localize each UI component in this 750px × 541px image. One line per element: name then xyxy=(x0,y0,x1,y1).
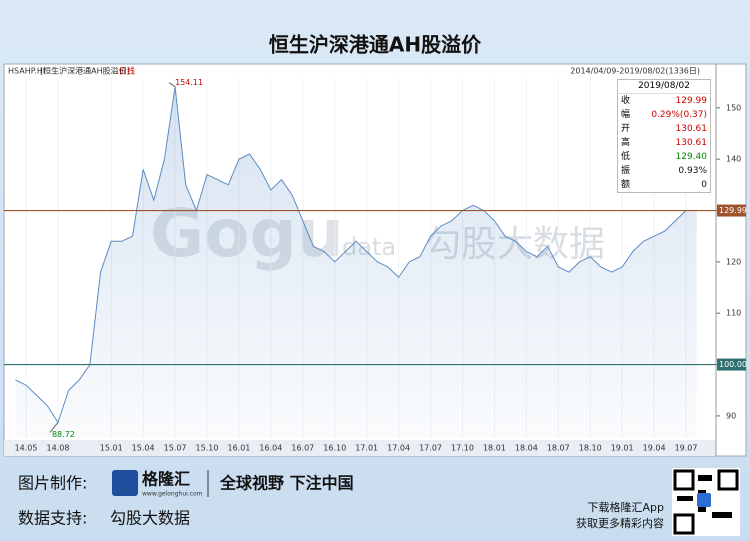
info-value: 0.93% xyxy=(678,166,707,176)
y-tick-label: 140 xyxy=(726,155,741,164)
x-tick-label: 15.10 xyxy=(196,444,219,453)
info-key: 收 xyxy=(621,96,631,106)
reference-label: 100.00 xyxy=(719,360,747,369)
line xyxy=(15,86,697,424)
x-axis-strip xyxy=(4,440,716,456)
symbol: HSAHP.HI xyxy=(8,67,45,76)
min-pointer xyxy=(49,422,59,433)
last-price-label: 129.99 xyxy=(719,206,747,215)
max-label: 154.11 xyxy=(175,78,203,87)
info-value: 0 xyxy=(701,180,707,190)
x-tick-label: 17.04 xyxy=(387,444,410,453)
logo-icon xyxy=(112,470,138,496)
qr-code xyxy=(672,468,740,536)
y-tick-label: 110 xyxy=(726,309,741,318)
info-value: 130.61 xyxy=(675,138,708,148)
x-tick-label: 16.10 xyxy=(323,444,346,453)
x-tick-label: 15.04 xyxy=(132,444,155,453)
footer-label: 数据支持: xyxy=(18,509,87,528)
info-row: 幅 0.29%(0.37) xyxy=(618,108,710,122)
x-tick-label: 15.07 xyxy=(164,444,187,453)
x-tick-label: 18.10 xyxy=(579,444,602,453)
info-value: 129.99 xyxy=(675,96,708,106)
x-tick-label: 17.07 xyxy=(419,444,442,453)
x-tick-label: 16.04 xyxy=(259,444,282,453)
info-row: 收 129.99 xyxy=(618,94,710,108)
info-date: 2019/08/02 xyxy=(618,80,710,94)
app-line: 获取更多精彩内容 xyxy=(576,516,664,530)
x-tick-label: 16.07 xyxy=(291,444,314,453)
info-value: 129.40 xyxy=(675,152,708,162)
x-tick-label: 17.01 xyxy=(355,444,378,453)
min-label: 88.72 xyxy=(52,430,75,439)
symbol-name: [恒生沪深港通AH股溢价] xyxy=(40,66,130,76)
x-tick-label: 17.10 xyxy=(451,444,474,453)
x-tick-label: 14.05 xyxy=(15,444,38,453)
x-tick-label: 15.01 xyxy=(100,444,123,453)
x-tick-label: 14.08 xyxy=(47,444,70,453)
title: 恒生沪深港通AH股溢价 xyxy=(269,33,482,57)
x-tick-label: 19.04 xyxy=(643,444,666,453)
x-tick-label: 19.01 xyxy=(611,444,634,453)
info-key: 幅 xyxy=(621,110,631,120)
info-row: 振 0.93% xyxy=(618,164,710,178)
data-source: 勾股大数据 xyxy=(110,509,190,528)
y-tick-label: 150 xyxy=(726,103,741,112)
info-key: 振 xyxy=(621,166,631,176)
app-line: 下载格隆汇App xyxy=(588,500,665,514)
area xyxy=(15,86,697,439)
footer-label: 图片制作: xyxy=(18,474,87,493)
info-row: 高 130.61 xyxy=(618,136,710,150)
info-key: 额 xyxy=(621,180,631,190)
y-tick-label: 90 xyxy=(726,411,736,420)
info-panel: 2019/08/02 收 129.99 幅 0.29%(0.37) 开 130.61 高 13… xyxy=(617,79,711,193)
info-key: 开 xyxy=(621,124,631,134)
x-tick-label: 19.07 xyxy=(675,444,698,453)
x-tick-label: 18.07 xyxy=(547,444,570,453)
brand: 格隆汇 xyxy=(142,470,190,489)
info-row: 开 130.61 xyxy=(618,122,710,136)
info-key: 高 xyxy=(621,138,631,148)
info-value: 130.61 xyxy=(675,124,708,134)
info-key: 低 xyxy=(621,152,631,162)
max-pointer xyxy=(168,82,176,88)
last-price-tag xyxy=(717,204,746,217)
x-tick-label: 16.01 xyxy=(227,444,250,453)
range-label: 2014/04/09-2019/08/02(1336日) xyxy=(570,67,700,76)
info-row: 低 129.40 xyxy=(618,150,710,164)
x-tick-label: 18.04 xyxy=(515,444,538,453)
period: 日线 xyxy=(119,66,135,76)
brand-url: www.gelonghui.com xyxy=(142,491,203,498)
x-tick-label: 18.01 xyxy=(483,444,506,453)
reference-tag xyxy=(717,358,746,371)
y-tick-label: 120 xyxy=(726,257,741,266)
info-value: 0.29%(0.37) xyxy=(651,110,707,120)
slogan: 全球视野 下注中国 xyxy=(219,474,354,493)
